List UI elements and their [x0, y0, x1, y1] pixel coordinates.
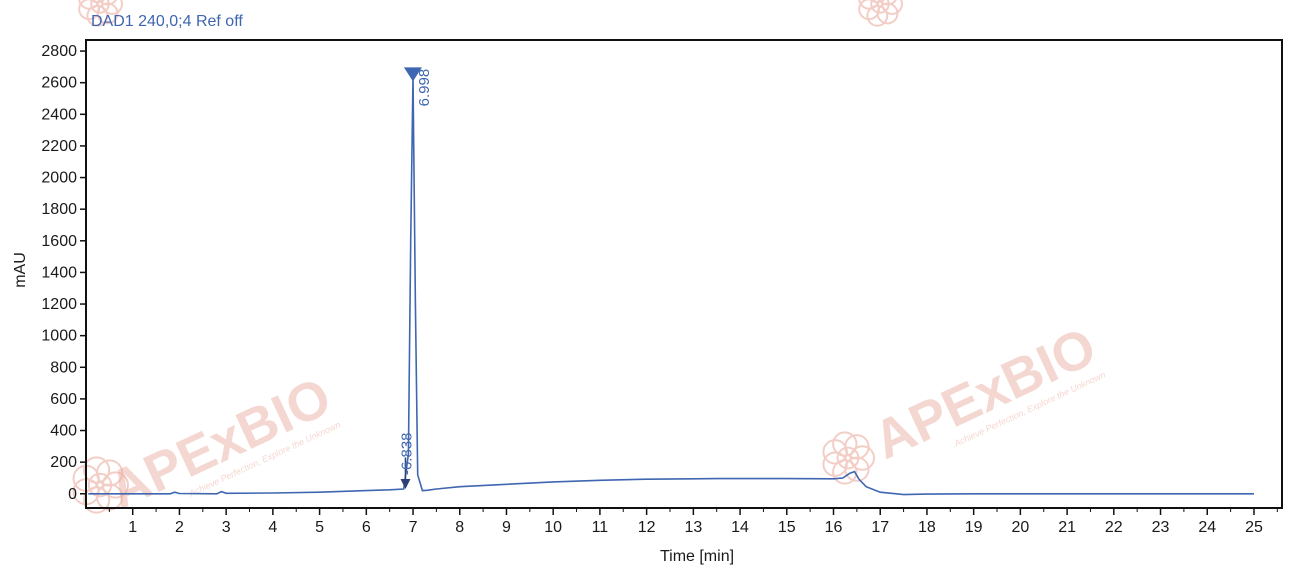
y-tick-label: 1800	[41, 201, 77, 218]
x-tick-label: 11	[592, 519, 609, 536]
y-tick-label: 1000	[41, 328, 77, 345]
x-tick-label: 3	[222, 519, 231, 536]
x-tick-label: 18	[918, 519, 936, 536]
x-tick-label: 20	[1011, 519, 1029, 536]
y-tick-label: 400	[50, 423, 77, 440]
y-tick-label: 1600	[41, 233, 77, 250]
x-tick-label: 9	[502, 519, 511, 536]
chromatogram-trace	[88, 76, 1254, 496]
y-tick-label: 1200	[41, 296, 77, 313]
x-tick-label: 4	[268, 519, 277, 536]
x-tick-label: 5	[315, 519, 324, 536]
x-tick-label: 8	[455, 519, 464, 536]
y-tick-label: 0	[68, 486, 77, 503]
x-axis-title: Time [min]	[660, 548, 734, 565]
x-tick-label: 21	[1058, 519, 1076, 536]
y-tick-label: 1400	[41, 264, 77, 281]
brand-logo-icon	[822, 431, 875, 485]
y-tick-label: 200	[50, 454, 77, 471]
x-tick-label: 17	[871, 519, 889, 536]
x-tick-label: 12	[638, 519, 656, 536]
y-tick-label: 2200	[41, 138, 77, 155]
x-tick-label: 24	[1198, 519, 1216, 536]
peak-label-small: -6.838	[398, 432, 415, 475]
y-tick-label: 2800	[41, 43, 77, 60]
x-tick-label: 23	[1152, 519, 1170, 536]
plot-frame	[85, 39, 1283, 509]
y-tick-label: 800	[50, 359, 77, 376]
x-tick-label: 7	[409, 519, 418, 536]
y-tick-label: 2600	[41, 75, 77, 92]
y-tick-label: 600	[50, 391, 77, 408]
peak-label-main: 6.998	[416, 69, 433, 107]
y-tick-label: 2400	[41, 106, 77, 123]
x-tick-label: 15	[778, 519, 796, 536]
x-tick-label: 19	[965, 519, 983, 536]
brand-logo-icon	[858, 0, 903, 27]
x-axis: 1 2 3 4 5 6 7 8 9 10 11 12 13 14 15 16 17 18 19 20 21 22 23 24 2…	[108, 508, 1278, 536]
x-tick-label: 1	[128, 519, 137, 536]
x-tick-label: 14	[731, 519, 749, 536]
x-tick-label: 10	[544, 519, 562, 536]
x-tick-label: 2	[175, 519, 184, 536]
x-tick-label: 6	[362, 519, 371, 536]
y-tick-label: 2000	[41, 170, 77, 187]
peak-annotations: 6.998 -6.838	[398, 67, 433, 490]
y-axis: 0 200 400 600 800 1000 1200 1400 1600 1800 2000 220…	[41, 43, 86, 503]
x-tick-label: 25	[1245, 519, 1263, 536]
brand-logo-icon	[78, 0, 123, 27]
signal-title: DAD1 240,0;4 Ref off	[91, 13, 243, 30]
y-axis-title: mAU	[12, 252, 29, 288]
x-tick-label: 16	[825, 519, 843, 536]
x-tick-label: 13	[684, 519, 702, 536]
peak-marker-main	[403, 67, 422, 82]
peak-marker-small	[400, 479, 411, 490]
x-tick-label: 22	[1105, 519, 1123, 536]
